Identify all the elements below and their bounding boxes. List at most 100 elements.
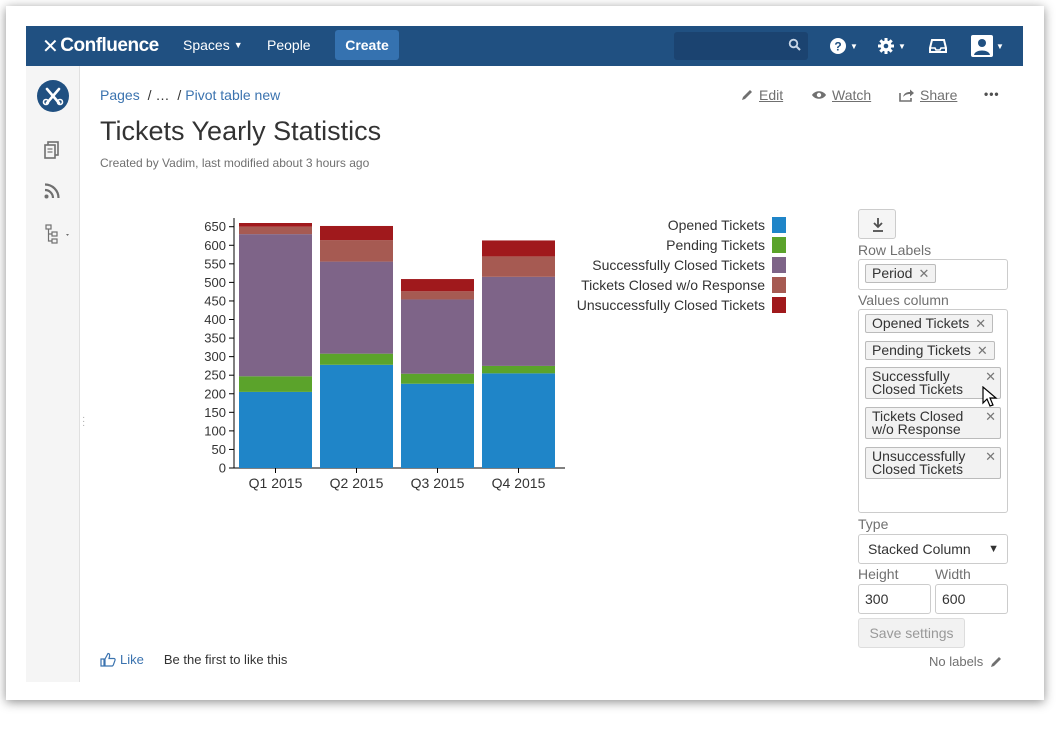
legend-item: Opened Tickets — [668, 217, 786, 233]
value-tag-closed-wo-response[interactable]: Tickets Closed w/o Response ✕ — [865, 407, 1001, 439]
height-input[interactable]: 300 — [858, 584, 931, 614]
svg-text:?: ? — [834, 40, 841, 54]
bar-segment — [482, 365, 555, 374]
value-tag-opened[interactable]: Opened Tickets ✕ — [865, 314, 994, 333]
bar-segment — [320, 225, 393, 241]
edit-button[interactable]: Edit — [740, 87, 783, 103]
bar-segment — [482, 373, 555, 468]
inbox-icon — [929, 39, 947, 53]
logo-text: Confluence — [60, 35, 159, 56]
download-icon — [873, 218, 883, 232]
download-button[interactable] — [858, 209, 896, 239]
x-tick-label: Q2 2015 — [330, 475, 384, 491]
value-tag-successfully-closed[interactable]: Successfully Closed Tickets ✕ — [865, 367, 1001, 399]
share-label: Share — [920, 87, 958, 103]
breadcrumb-current[interactable]: Pivot table new — [185, 87, 281, 103]
chevron-down-icon: ▼ — [850, 41, 858, 51]
search-input[interactable] — [674, 32, 808, 60]
chart-type-select[interactable]: Stacked Column ▼ — [858, 534, 1008, 564]
edit-labels-pencil-icon[interactable] — [989, 655, 1003, 669]
y-tick-label: 500 — [204, 275, 226, 290]
share-icon — [899, 89, 914, 102]
y-tick-label: 50 — [212, 442, 226, 457]
legend-label: Tickets Closed w/o Response — [581, 277, 765, 293]
people-link[interactable]: People — [267, 37, 311, 53]
breadcrumb-pages[interactable]: Pages — [100, 87, 140, 103]
bar-segment — [482, 240, 555, 257]
like-link[interactable]: Like — [120, 652, 144, 667]
bar-segment — [239, 223, 312, 227]
sidebar-resize-handle[interactable]: · · · — [82, 412, 86, 431]
legend-item: Tickets Closed w/o Response — [581, 277, 786, 293]
row-label-text: Period — [872, 265, 913, 281]
width-input[interactable]: 600 — [935, 584, 1008, 614]
value-tag-pending[interactable]: Pending Tickets ✕ — [865, 341, 995, 360]
spaces-menu[interactable]: Spaces ▼ — [183, 37, 243, 53]
bar-segment — [482, 256, 555, 277]
space-logo[interactable] — [37, 80, 69, 112]
row-labels-title: Row Labels — [858, 242, 932, 258]
watch-label: Watch — [832, 87, 872, 103]
legend-swatch — [772, 217, 786, 233]
value-tag-text: Pending Tickets — [872, 342, 971, 358]
pages-icon[interactable] — [42, 140, 62, 160]
remove-icon[interactable]: ✕ — [985, 369, 996, 384]
value-tag-text: Successfully Closed Tickets — [872, 368, 964, 397]
legend-swatch — [772, 257, 786, 273]
y-tick-label: 450 — [204, 293, 226, 308]
user-menu[interactable]: ▼ — [971, 35, 1004, 57]
y-tick-label: 550 — [204, 256, 226, 271]
remove-icon[interactable]: ✕ — [976, 343, 988, 358]
bar-segment — [401, 279, 474, 292]
y-tick-label: 150 — [204, 405, 226, 420]
page-title: Tickets Yearly Statistics — [100, 116, 382, 146]
remove-icon[interactable]: ✕ — [985, 449, 996, 464]
remove-icon[interactable]: ✕ — [985, 409, 996, 424]
legend-item: Unsuccessfully Closed Tickets — [577, 297, 786, 313]
values-column-field[interactable]: Opened Tickets ✕ Pending Tickets ✕ Success… — [858, 309, 1008, 513]
header-bar: ✕ Confluence Spaces ▼ People Create ? ▼ — [26, 26, 1023, 66]
row-label-tag[interactable]: Period ✕ — [865, 264, 937, 283]
create-button[interactable]: Create — [335, 30, 399, 60]
row-labels-field[interactable]: Period ✕ — [858, 259, 1008, 290]
help-menu[interactable]: ? ▼ — [829, 35, 858, 57]
legend-label: Unsuccessfully Closed Tickets — [576, 297, 765, 313]
y-tick-label: 400 — [204, 312, 226, 327]
remove-icon[interactable]: ✕ — [975, 316, 987, 331]
x-tick-label: Q3 2015 — [411, 475, 465, 491]
breadcrumb-ellipsis[interactable]: … — [155, 87, 170, 103]
value-tag-unsuccessfully-closed[interactable]: Unsuccessfully Closed Tickets ✕ — [865, 447, 1001, 479]
remove-icon[interactable]: ✕ — [918, 266, 930, 281]
bar-segment — [239, 226, 312, 235]
legend-label: Opened Tickets — [667, 217, 765, 233]
notifications-button[interactable] — [929, 35, 947, 57]
value-tag-text: Tickets Closed w/o Response — [872, 408, 964, 437]
bar-segment — [320, 240, 393, 262]
bar-segment — [401, 291, 474, 300]
legend-swatch — [772, 277, 786, 293]
confluence-logo[interactable]: ✕ Confluence — [42, 34, 159, 58]
space-sidebar — [26, 66, 80, 682]
watch-button[interactable]: Watch — [811, 87, 871, 103]
pencil-icon — [742, 90, 752, 100]
thumbs-up-icon[interactable] — [100, 652, 116, 667]
y-tick-label: 200 — [204, 386, 226, 401]
values-column-title: Values column — [858, 292, 949, 308]
share-button[interactable]: Share — [899, 87, 957, 103]
more-actions-button[interactable]: ••• — [984, 87, 1000, 101]
eye-icon — [812, 91, 826, 99]
save-settings-button[interactable]: Save settings — [858, 618, 965, 648]
legend-item: Successfully Closed Tickets — [592, 257, 786, 273]
bar-segment — [482, 276, 555, 366]
tree-icon[interactable] — [44, 224, 72, 244]
like-area: Like Be the first to like this — [100, 652, 287, 667]
labels-area: No labels — [929, 654, 1003, 669]
y-tick-label: 0 — [219, 461, 226, 476]
chevron-down-icon: ▼ — [898, 41, 906, 51]
chevron-down-icon: ▼ — [233, 40, 243, 50]
feed-icon[interactable] — [42, 181, 62, 201]
settings-menu[interactable]: ▼ — [877, 35, 906, 57]
bar-segment — [320, 353, 393, 365]
search-icon — [788, 38, 801, 51]
breadcrumb-separator: / — [177, 87, 182, 103]
